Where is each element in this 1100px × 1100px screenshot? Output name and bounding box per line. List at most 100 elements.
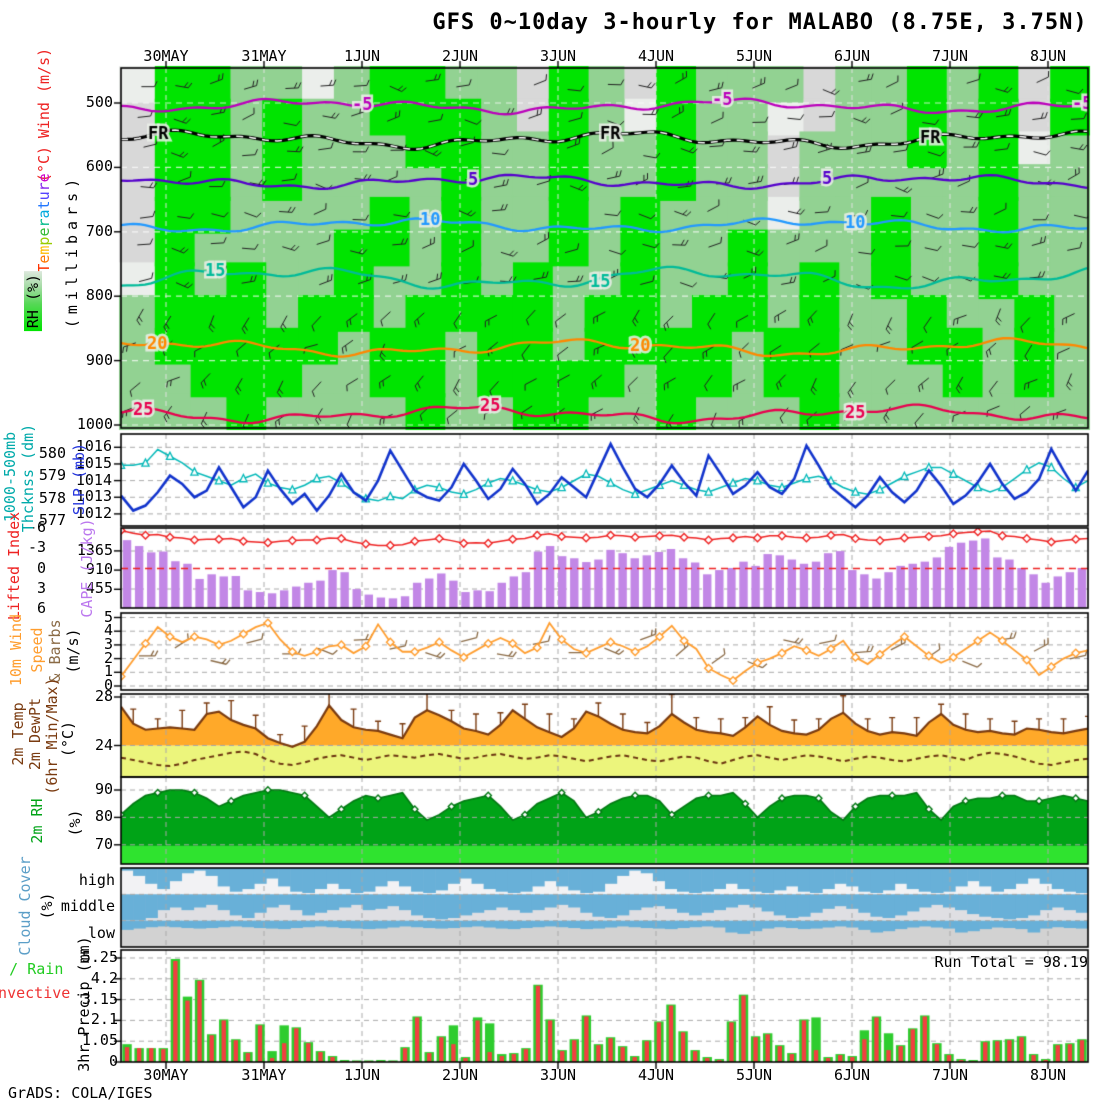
temperature-label-letter: a [35, 209, 53, 219]
temp2m-tick-label: 24 [94, 735, 113, 754]
temperature-label-letter: p [35, 236, 53, 246]
lifted-index-tick-label: 0 [36, 558, 46, 577]
lifted-index-tick-label: -3 [27, 538, 46, 557]
wind10m-tick-label: 5 [103, 607, 113, 626]
cape-axis-label: CAPE (J/kg) [78, 518, 96, 618]
lifted-index-tick-label: -6 [27, 517, 46, 536]
thickness-tick-label: 578 [38, 488, 66, 507]
slp-axis-label: SLP (mb) [70, 442, 88, 516]
cloud-band-tick-label: middle [60, 897, 115, 916]
slp-tick-label: 1015 [75, 453, 112, 472]
lifted-index-axis-label: Lifted Index [5, 511, 23, 621]
precip-tick-label: 3.15 [81, 989, 118, 1008]
rh2m-tick-label: 80 [94, 807, 113, 826]
top-date-label: 1JUN [343, 47, 381, 65]
temp2m-tick-label: 28 [94, 687, 113, 705]
top-date-label: 30MAY [143, 47, 189, 65]
precip-tick-label: 2.1 [90, 1010, 118, 1029]
pressure-tick-label: 500 [85, 93, 113, 111]
wind10m-tick-label: 3 [103, 634, 113, 653]
precip-axis-label: 3hr Precip (mm) [75, 936, 93, 1072]
pressure-tick-label: 800 [85, 286, 113, 305]
wind10m-tick-label: 1 [103, 662, 113, 681]
wind10m-tick-label: 2 [103, 648, 113, 667]
upper-wind-axis-label: Wind (m/s) [35, 47, 53, 139]
precip-tick-label: 4.2 [90, 968, 118, 987]
bottom-date-label: 4JUN [637, 1066, 675, 1084]
bottom-date-label: 3JUN [539, 1066, 577, 1084]
precip-total-legend: Total / Rain [0, 960, 64, 978]
temperature-label-letter: u [35, 191, 53, 201]
cape-tick-label: 455 [85, 579, 113, 598]
upper-temperature-label: Temperature [35, 173, 53, 272]
pressure-tick-label: 700 [85, 221, 113, 240]
top-date-label: 3JUN [539, 47, 577, 65]
temperature-label-letter: e [35, 173, 53, 183]
temperature-label-letter: r [35, 182, 53, 192]
wind10m-tick-label: 4 [103, 621, 113, 640]
top-date-label: 7JUN [931, 47, 969, 65]
temperature-label-letter: m [35, 245, 53, 255]
thickness-tick-label: 579 [38, 466, 66, 485]
top-date-label: 6JUN [833, 47, 871, 65]
bottom-date-label: 2JUN [441, 1066, 479, 1084]
bottom-date-label: 31MAY [241, 1066, 287, 1084]
cloud-unit-label: (%) [38, 892, 56, 920]
bottom-date-label: 5JUN [735, 1066, 773, 1084]
rh2m-tick-label: 70 [94, 834, 113, 853]
page-title: GFS 0~10day 3-hourly for MALABO (8.75E, … [432, 10, 1088, 35]
rh2m-unit-label: (%) [66, 809, 84, 837]
cloud-band-tick-label: low [87, 923, 115, 942]
wind10m-axis-label-2: Speed [28, 627, 46, 673]
slp-tick-label: 1016 [75, 437, 112, 456]
bottom-date-label: 7JUN [931, 1066, 969, 1084]
temperature-label-letter: t [35, 200, 53, 210]
slp-tick-label: 1012 [75, 503, 112, 522]
upper-rh-legend: RH (%) [24, 270, 42, 332]
wind10m-tick-label: 0 [103, 676, 113, 694]
cloud-cover-axis-label: Cloud Cover [16, 856, 34, 956]
grads-credit: GrADS: COLA/IGES [8, 1084, 153, 1100]
top-date-label: 4JUN [637, 47, 675, 65]
precip-convective-legend: Convective [0, 984, 71, 1002]
wind10m-axis-label-3: & Barbs [46, 619, 64, 683]
cloud-band-tick-label: high [78, 871, 115, 890]
temperature-label-letter: e [35, 227, 53, 237]
precip-tick-label: 0 [108, 1052, 118, 1070]
precip-tick-label: 1.05 [81, 1031, 118, 1050]
cape-tick-label: 910 [85, 560, 113, 579]
bottom-date-label: 30MAY [143, 1066, 189, 1084]
pressure-tick-label: 900 [85, 350, 113, 369]
bottom-date-label: 8JUN [1029, 1066, 1067, 1084]
top-date-label: 2JUN [441, 47, 479, 65]
pressure-tick-label: 1000 [76, 415, 113, 433]
slp-tick-label: 1013 [75, 487, 112, 506]
top-date-label: 31MAY [241, 47, 287, 65]
run-total-annotation: Run Total = 98.19 [934, 953, 1088, 971]
rh2m-tick-label: 90 [94, 780, 113, 798]
temp2m-axis-label-1: 2m Temp [9, 702, 27, 766]
cape-tick-label: 1365 [76, 540, 113, 559]
top-date-label: 8JUN [1029, 47, 1067, 65]
upper-pressure-axis-label: (millibars) [63, 173, 81, 329]
precip-tick-label: 5.25 [81, 947, 118, 966]
slp-tick-label: 1014 [75, 470, 112, 489]
lifted-index-tick-label: 3 [36, 578, 46, 597]
temp2m-axis-label-2: 2m DewPt [26, 697, 44, 771]
wind10m-axis-label-1: 10m Wind [7, 613, 25, 687]
lifted-index-tick-label: 6 [36, 599, 46, 618]
thickness-tick-label: 577 [38, 510, 66, 529]
wind10m-unit-label: (m/s) [64, 628, 82, 674]
pressure-tick-label: 600 [85, 157, 113, 176]
temp2m-unit-label: (°C) [59, 720, 77, 758]
rh2m-axis-label: 2m RH [28, 798, 46, 844]
bottom-date-label: 1JUN [343, 1066, 381, 1084]
temperature-label-letter: r [35, 218, 53, 228]
top-date-label: 5JUN [735, 47, 773, 65]
thickness-axis-label-1: 1000-500mb [1, 431, 19, 523]
bottom-date-label: 6JUN [833, 1066, 871, 1084]
thickness-tick-label: 580 [38, 444, 66, 462]
temperature-label-letter: e [35, 254, 53, 264]
